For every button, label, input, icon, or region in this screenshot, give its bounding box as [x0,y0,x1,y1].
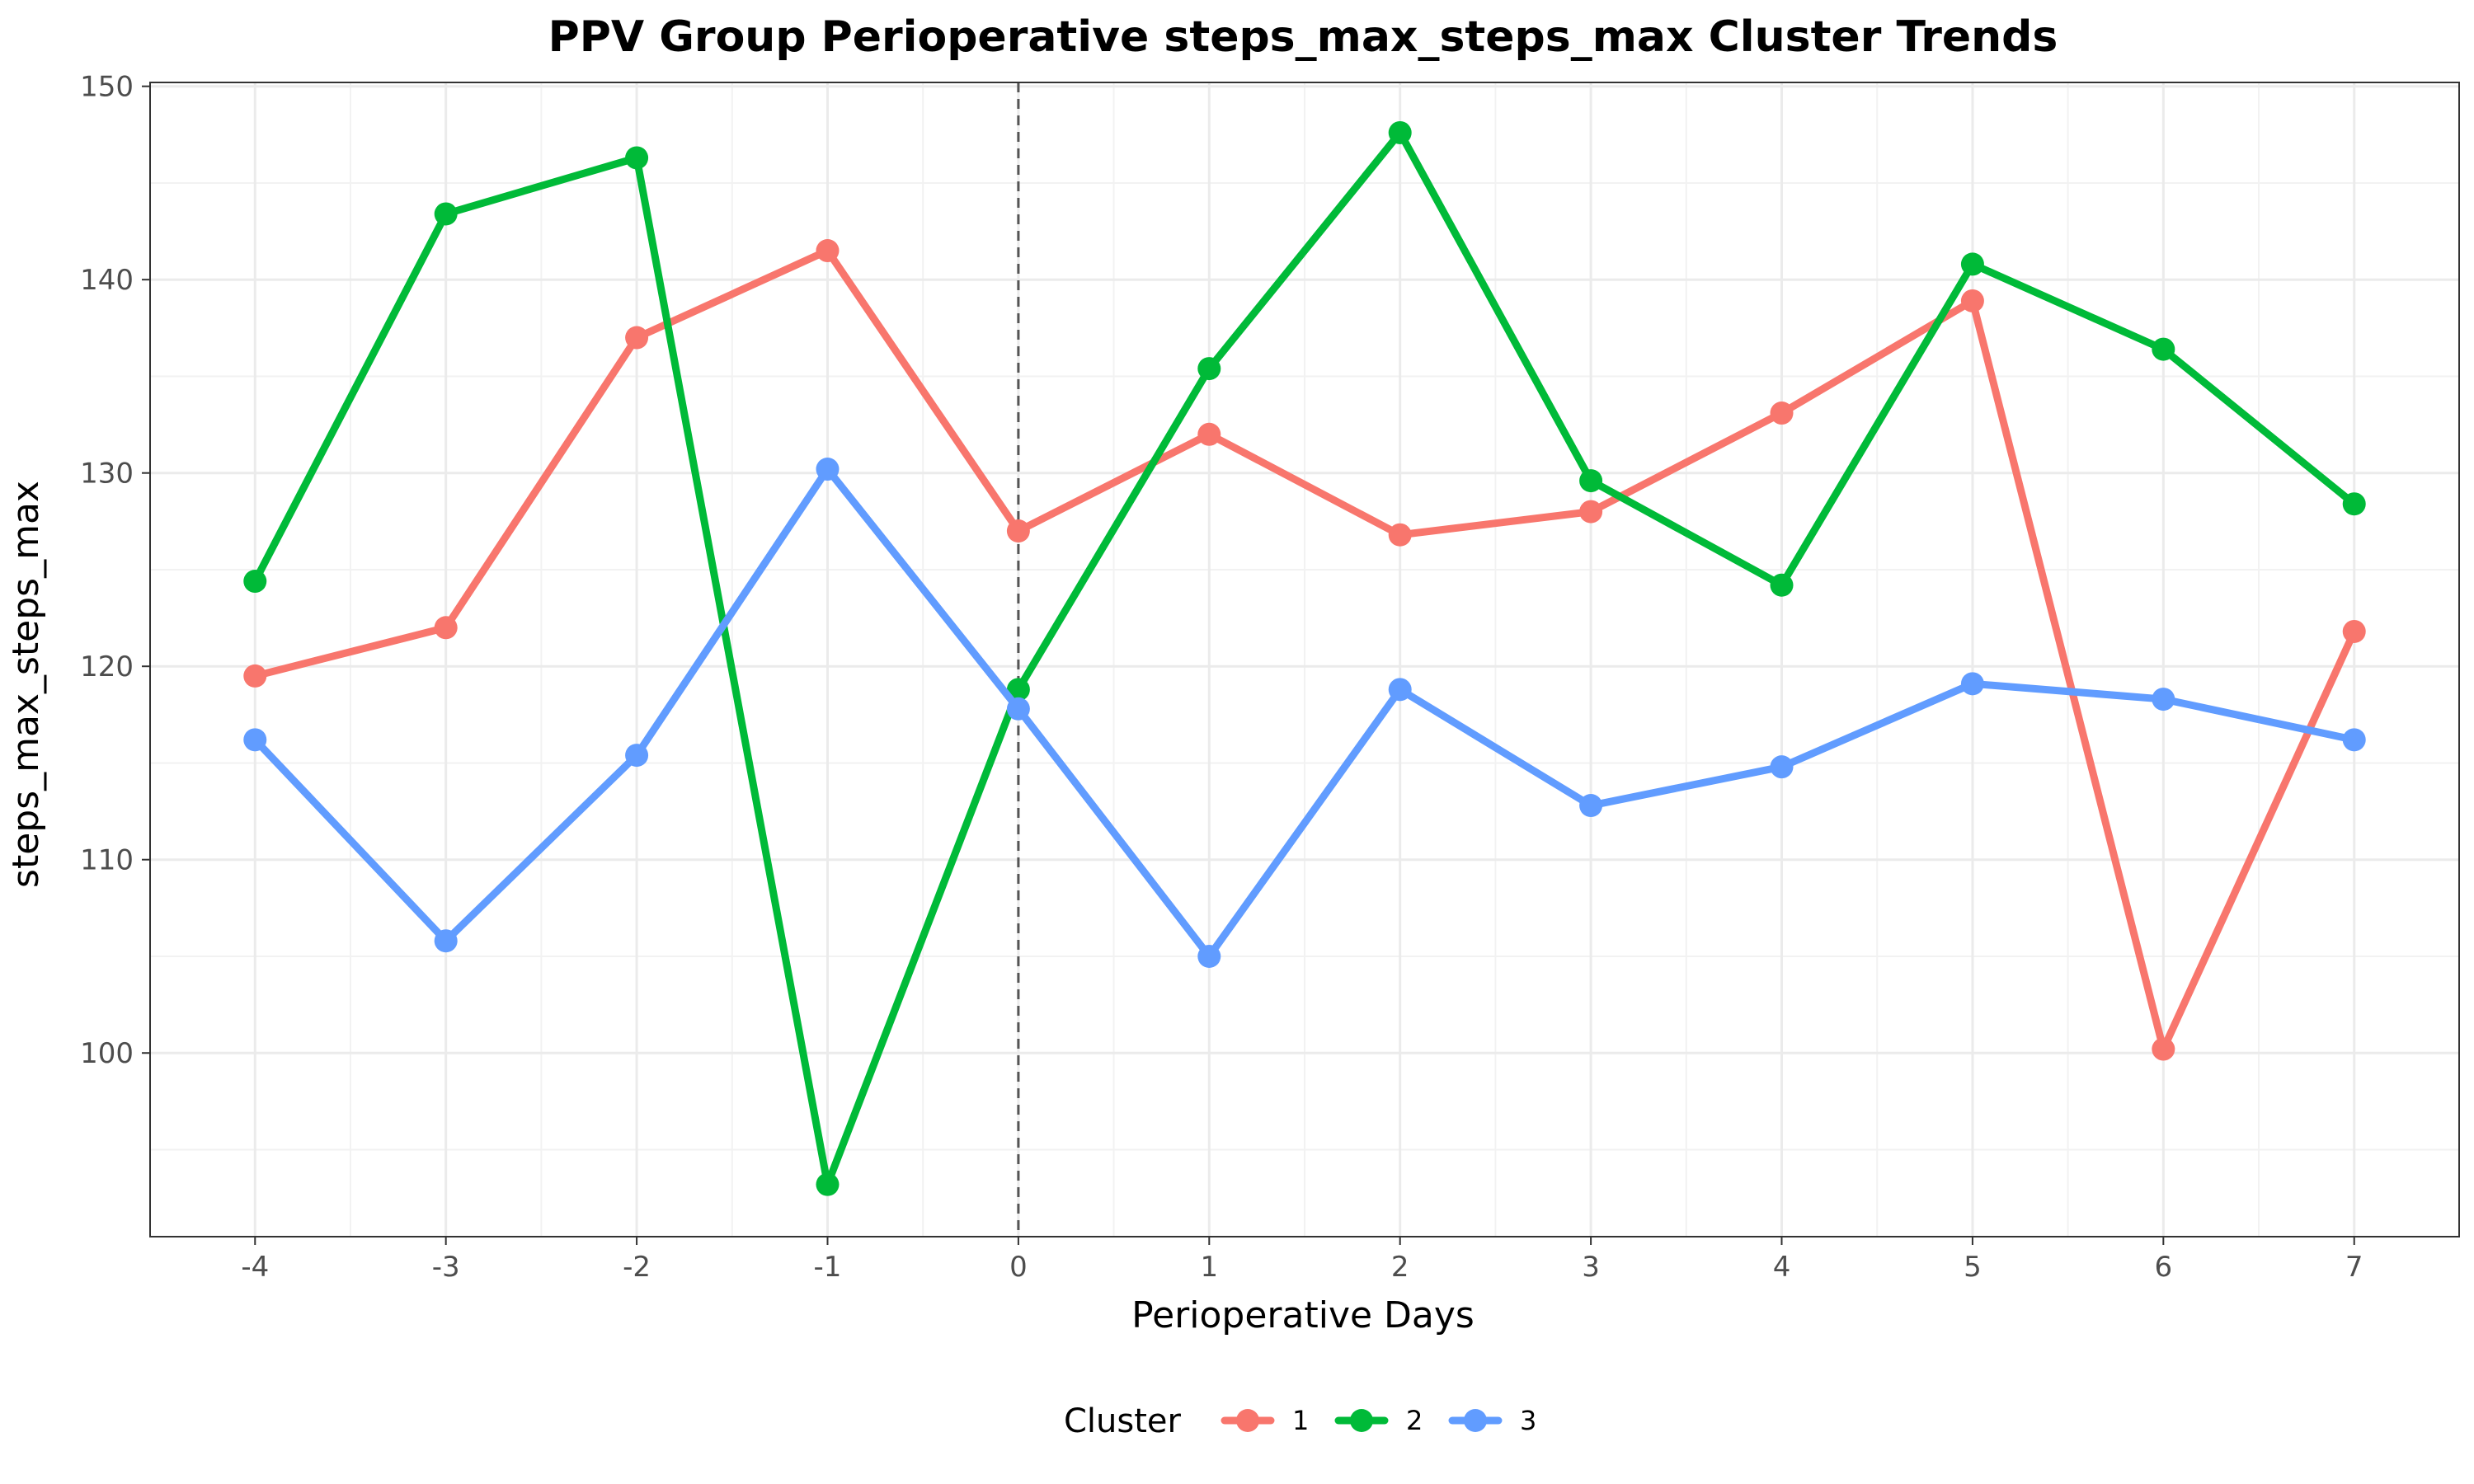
x-axis-title: Perioperative Days [1131,1294,1475,1336]
data-point [1388,523,1412,547]
data-point [434,202,458,226]
data-point [1770,402,1794,425]
data-point [2342,492,2366,516]
series-3 [243,458,2366,968]
x-tick-label: -4 [241,1251,269,1284]
data-point [816,458,840,481]
x-tick-label: 6 [2155,1251,2173,1284]
data-point [1388,120,1412,144]
data-point [243,728,267,752]
data-point [816,1172,840,1196]
x-tick-label: 5 [1964,1251,1982,1284]
data-point [1579,794,1603,818]
data-point [625,326,649,350]
data-point [1006,697,1030,721]
y-tick-label: 130 [80,458,134,491]
grid-lines [150,82,2459,1237]
y-tick-label: 150 [80,71,134,104]
data-point [1770,573,1794,597]
y-tick-label: 100 [80,1037,134,1070]
x-tick-label: 3 [1582,1251,1600,1284]
data-point [1006,519,1030,543]
data-point [1960,252,1984,276]
plot-border [149,82,2460,1237]
x-tick-label: -2 [623,1251,651,1284]
axes: -4 -3 -2 -1 0 1 2 3 4 5 6 7 100 110 120 130 140 150 [80,71,2363,1284]
series-group [243,120,2366,1196]
legend-title: Cluster [1064,1402,1182,1440]
legend-item-2: 2 [1334,1405,1423,1436]
data-point [1197,422,1221,446]
x-tick-label: 2 [1391,1251,1409,1284]
legend-item-3: 3 [1448,1405,1536,1436]
data-point [434,929,458,953]
legend-item-1: 1 [1221,1405,1309,1436]
data-point [625,146,649,170]
data-point [434,616,458,640]
series-line-1 [251,247,2359,1054]
data-point [1579,469,1603,493]
legend: Cluster 1 2 3 [1064,1402,1536,1440]
y-tick-label: 120 [80,650,134,683]
data-point [1006,678,1030,702]
x-tick-label: -1 [814,1251,842,1284]
x-tick-label: 0 [1009,1251,1028,1284]
series-line-2 [251,129,2359,1189]
chart-title: PPV Group Perioperative steps_max_steps_… [548,12,2058,62]
legend-key-point [1236,1409,1259,1432]
y-tick-label: 110 [80,844,134,877]
data-point [1388,678,1412,702]
x-tick-label: -3 [432,1251,460,1284]
data-point [2152,337,2175,361]
data-point [816,239,840,263]
legend-label: 2 [1406,1405,1423,1436]
data-point [1960,672,1984,696]
legend-key-point [1350,1409,1373,1432]
y-axis-title: steps_max_steps_max [5,481,47,888]
legend-key-point [1464,1409,1487,1432]
series-line-3 [251,465,2359,960]
data-point [2342,619,2366,643]
data-point [243,664,267,688]
legend-label: 3 [1520,1405,1536,1436]
y-tick-label: 140 [80,264,134,297]
data-point [1197,357,1221,381]
x-tick-label: 7 [2345,1251,2363,1284]
x-tick-label: 1 [1200,1251,1218,1284]
data-point [1960,289,1984,312]
data-point [243,570,267,594]
x-tick-label: 4 [1773,1251,1791,1284]
series-1 [243,239,2366,1061]
data-point [2152,688,2175,711]
data-point [2342,728,2366,752]
data-point [1197,944,1221,968]
data-point [2152,1037,2175,1061]
data-point [1770,755,1794,779]
legend-label: 1 [1292,1405,1309,1436]
data-point [1579,500,1603,524]
series-2 [243,120,2366,1196]
data-point [625,744,649,768]
